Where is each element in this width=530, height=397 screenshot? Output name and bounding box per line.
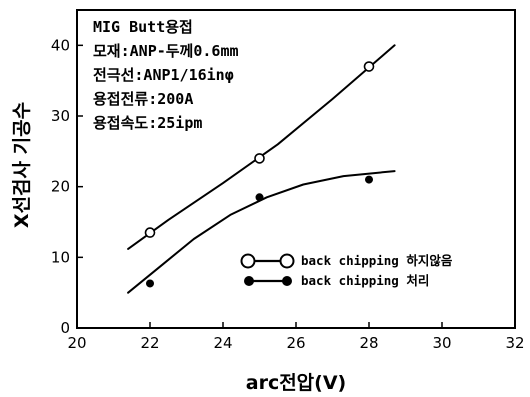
series-1-point <box>254 153 265 164</box>
legend-filled-circle-marker <box>244 276 254 286</box>
legend-label-filled: back chipping 처리 <box>301 273 429 288</box>
legend-entry-filled: back chipping 처리 <box>244 273 429 288</box>
series-2-point <box>255 193 264 202</box>
y-ticks: 0 10 20 30 40 <box>51 36 83 337</box>
legend-open-circle-marker <box>240 253 256 269</box>
x-tick-label: 22 <box>140 334 159 352</box>
y-axis-label: X선검사 기공수 <box>11 102 33 228</box>
x-tick-label: 20 <box>67 334 86 352</box>
annotation-4: 용접전류:200A <box>93 90 193 108</box>
annotation-1: MIG Butt용접 <box>93 18 193 36</box>
series-1-trend-line <box>127 44 396 250</box>
legend-filled-circle-marker-end <box>282 276 292 286</box>
series-2-point <box>365 175 373 184</box>
y-tick-label: 30 <box>51 107 70 125</box>
legend-label-open: back chipping 하지않음 <box>301 253 453 268</box>
x-tick-label: 26 <box>286 334 305 352</box>
x-tick-label: 24 <box>213 334 232 352</box>
x-axis-label: arc전압(V) <box>246 372 347 394</box>
legend: back chipping 하지않음 back chipping 처리 <box>240 253 453 288</box>
annotation-3: 전극선:ANP1/16inφ <box>93 66 234 84</box>
x-tick-label: 28 <box>359 334 378 352</box>
data-points <box>144 61 375 288</box>
series-1-point <box>363 61 375 72</box>
annotation-2: 모재:ANP-두께0.6mm <box>93 42 239 60</box>
series-1-point <box>144 227 156 238</box>
annotation-5: 용접속도:25ipm <box>93 114 202 132</box>
legend-open-circle-marker-end <box>279 253 295 269</box>
y-tick-label: 10 <box>51 248 70 266</box>
annotation-block: MIG Butt용접 모재:ANP-두께0.6mm 전극선:ANP1/16inφ… <box>93 18 239 132</box>
trend-lines <box>127 44 396 294</box>
y-tick-label: 40 <box>51 36 70 54</box>
x-tick-label: 32 <box>505 334 524 352</box>
x-tick-label: 30 <box>432 334 451 352</box>
x-ticks: 20 22 24 26 28 30 32 <box>67 322 525 352</box>
legend-entry-open: back chipping 하지않음 <box>240 253 453 269</box>
y-tick-label: 20 <box>51 178 70 196</box>
y-tick-label: 0 <box>60 319 70 337</box>
series-2-point <box>146 279 154 288</box>
series-2-trend-line <box>127 170 396 294</box>
